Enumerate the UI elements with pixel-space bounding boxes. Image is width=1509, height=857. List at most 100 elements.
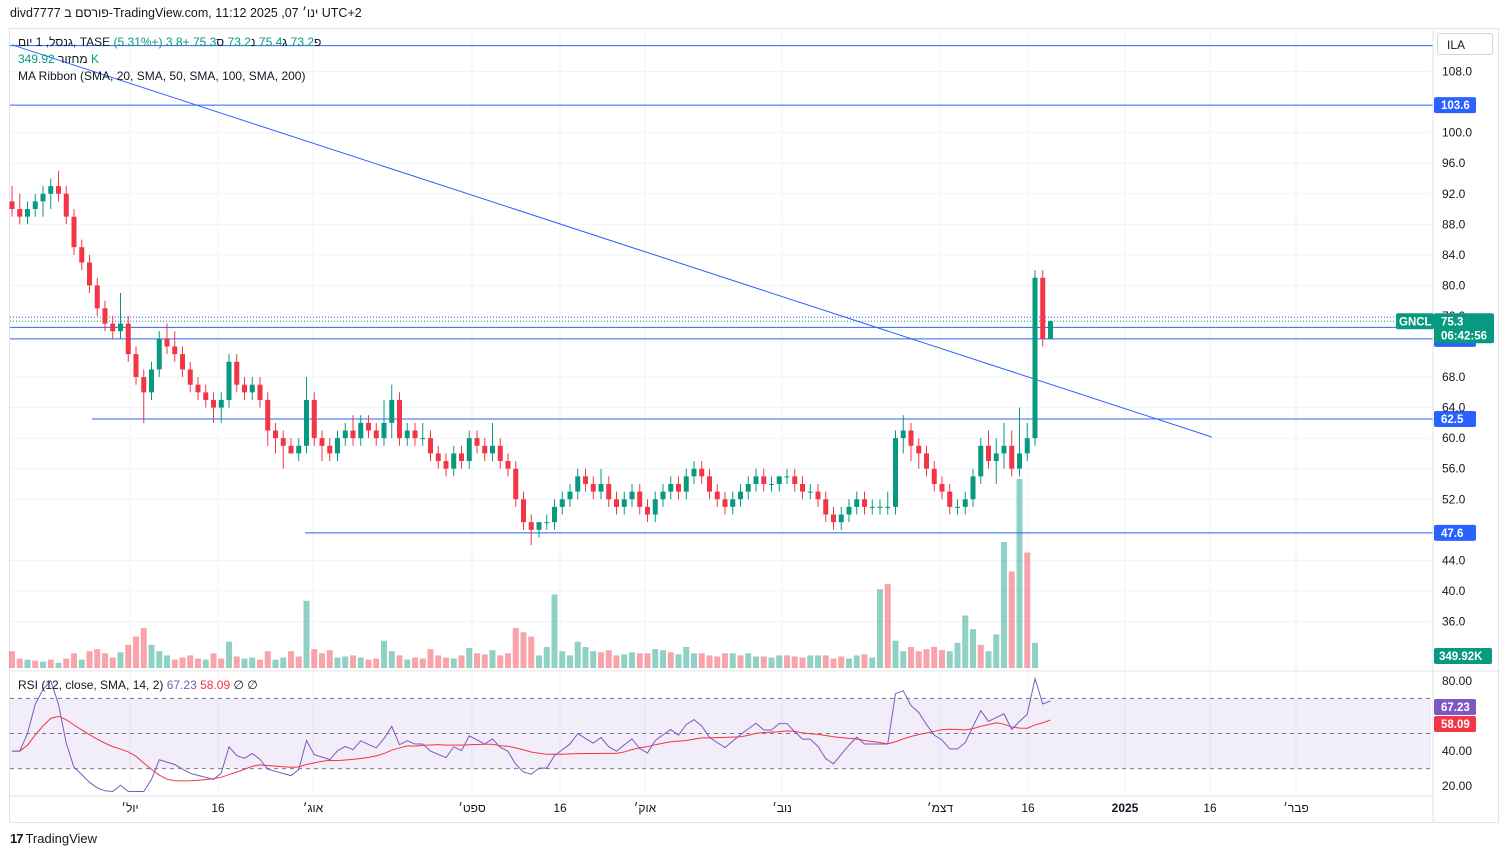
volume-bar [202, 659, 209, 668]
legend-low-label: נ [250, 35, 256, 49]
candle-body [242, 384, 247, 393]
price-tick-label: 88.0 [1442, 217, 1466, 231]
volume-bar [326, 650, 333, 668]
candle-body [48, 186, 54, 194]
volume-bar [1016, 479, 1023, 668]
candle-body [482, 445, 488, 454]
volume-bar [481, 654, 488, 668]
candle-body [792, 476, 798, 484]
level-price-badge [1434, 524, 1476, 541]
last-price-badge [1434, 313, 1494, 344]
legend-low: 73.2 [227, 35, 251, 49]
volume-bar [257, 659, 263, 668]
volume-bar [334, 657, 341, 668]
rsi-ma-label: 58.09 [1441, 719, 1470, 731]
volume-bar [915, 651, 922, 668]
candle-body [234, 361, 240, 385]
volume-bar [342, 656, 349, 668]
volume-bar [652, 649, 659, 668]
candle-body [838, 514, 844, 523]
volume-bar [629, 652, 635, 668]
candle-body [513, 468, 519, 500]
candle-body [435, 453, 441, 462]
candle-body [1001, 445, 1007, 454]
candle-body [1024, 438, 1030, 454]
countdown-label: 06:42:56 [1441, 330, 1487, 342]
candle-body [986, 445, 991, 462]
volume-bar [78, 659, 85, 668]
candle-body [862, 499, 867, 507]
legend-volume: מחזור 349.92 K [18, 52, 99, 66]
volume-bar [946, 651, 953, 668]
volume-bar [365, 659, 372, 668]
volume-bar [536, 655, 542, 668]
price-tick-label: 64.0 [1442, 401, 1466, 415]
volume-bar [24, 659, 31, 668]
volume-bar [381, 640, 387, 668]
volume-bar [784, 655, 790, 668]
volume-bar [241, 658, 248, 668]
candle-body [637, 491, 643, 507]
candle-body [676, 483, 681, 492]
volume-bar [233, 656, 240, 668]
time-tick-label: 16 [1203, 801, 1217, 815]
volume-bar [187, 655, 194, 668]
candle-body [606, 483, 612, 500]
price-tick-label: 40.0 [1442, 584, 1466, 598]
candle-body [327, 445, 333, 454]
candle-body [683, 476, 689, 492]
candle-body [195, 384, 201, 393]
volume-bar [319, 653, 325, 668]
candle-body [652, 499, 658, 515]
candle-body [885, 506, 891, 508]
candle-body [668, 483, 674, 492]
candle-body [9, 201, 15, 210]
volume-bar [993, 634, 1000, 668]
candle-body [707, 476, 712, 492]
candle-body [25, 209, 30, 217]
price-tick-label: 56.0 [1442, 462, 1466, 476]
candle-body [900, 430, 906, 439]
candle-body [304, 399, 309, 446]
candle-body [249, 384, 255, 393]
candle-body [79, 247, 85, 263]
volume-bar [605, 650, 612, 668]
candle-body [17, 209, 23, 217]
volume-bar [357, 657, 364, 668]
candle-body [443, 461, 449, 469]
volume-bar [164, 655, 170, 668]
footer-brand[interactable]: 17 TradingView [10, 831, 97, 846]
volume-bar [846, 658, 852, 668]
volume-bar [458, 655, 465, 668]
candle-body [753, 476, 759, 484]
candle-body [497, 445, 503, 462]
price-tick-label: 96.0 [1442, 156, 1466, 170]
candle-body [102, 308, 108, 324]
candle-body [1040, 277, 1046, 339]
price-tick-label: 100.0 [1442, 126, 1472, 140]
volume-bar [621, 654, 628, 668]
candle-body [156, 338, 162, 370]
candle-body [924, 453, 929, 469]
volume-bar [970, 629, 976, 668]
volume-bar [954, 642, 961, 668]
volume-bar [582, 647, 589, 668]
candle-body [180, 354, 185, 370]
volume-bar [753, 656, 759, 668]
currency-badge[interactable]: ILA [1437, 33, 1493, 55]
volume-bar [683, 647, 690, 668]
candle-body [962, 499, 968, 507]
volume-bar [311, 649, 318, 668]
candle-body [745, 483, 751, 492]
candle-body [869, 506, 875, 508]
candle-body [164, 338, 170, 347]
candle-body [265, 399, 271, 431]
volume-bar [102, 653, 108, 668]
volume-bar [133, 636, 139, 668]
volume-bar [171, 659, 178, 668]
volume-bar [505, 653, 511, 668]
candle-body [280, 438, 286, 446]
volume-bar [419, 658, 426, 668]
volume-bar [559, 651, 566, 668]
